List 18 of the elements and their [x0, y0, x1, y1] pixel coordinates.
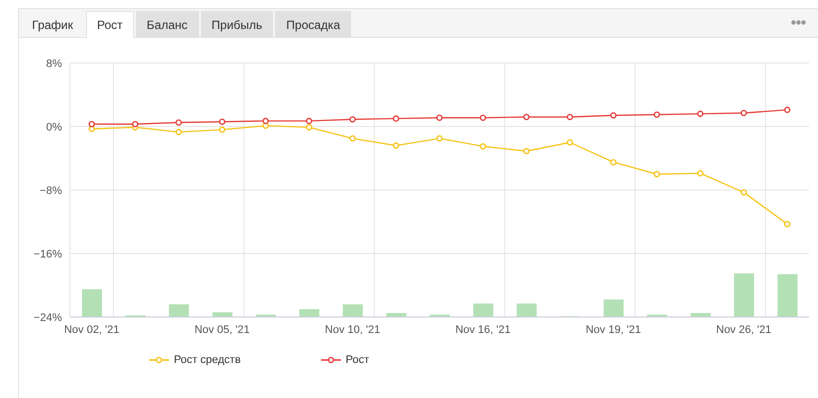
y-tick-label: −16% — [34, 248, 62, 260]
text: График — [31, 17, 74, 34]
text: Рост — [86, 11, 134, 38]
y-tick-label: 0% — [46, 121, 62, 134]
y-tick-label: −24% — [34, 312, 62, 324]
x-tick-label: Nov 26, '21 — [716, 324, 772, 336]
x-tick-label: Nov 10, '21 — [324, 324, 380, 336]
text: Прибыль — [200, 11, 274, 38]
legend-label: Рост средств — [174, 354, 241, 366]
x-tick-label: Nov 05, '21 — [194, 324, 250, 336]
text: Баланс — [136, 11, 199, 38]
y-tick-label: −8% — [40, 184, 62, 197]
x-tick-label: Nov 02, '21 — [64, 324, 120, 336]
legend-label: Рост — [346, 354, 370, 366]
y-tick-label: 8% — [46, 58, 62, 70]
text: Просадка — [275, 11, 352, 38]
x-tick-label: Nov 19, '21 — [586, 324, 642, 336]
x-tick-label: Nov 16, '21 — [455, 324, 511, 336]
